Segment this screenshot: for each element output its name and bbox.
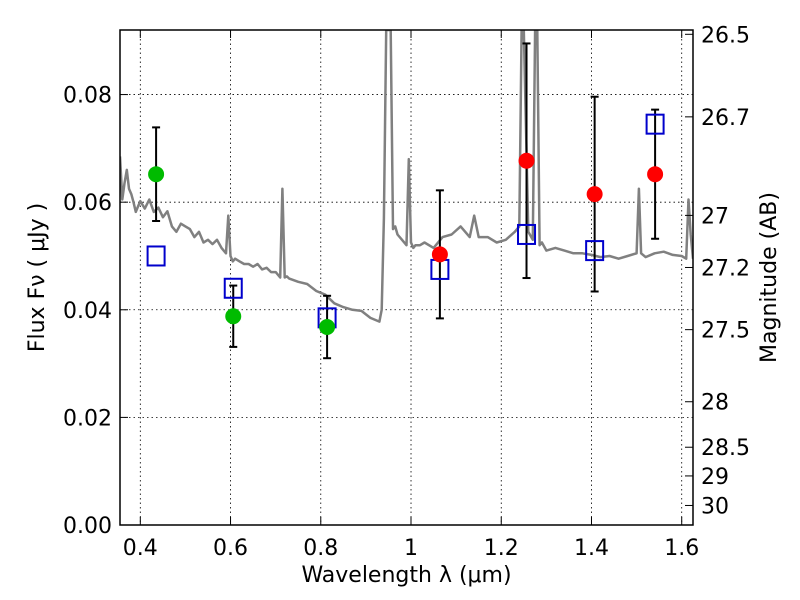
data-point-observed-optical: [225, 308, 242, 325]
y-tick-label: 0.00: [63, 514, 112, 539]
model-photometry-square: [585, 240, 605, 262]
y-axis-label: Flux Fν ( μJy ): [25, 203, 50, 352]
y2-tick-label: 27.5: [701, 319, 750, 344]
x-tick-label: 0.4: [123, 536, 158, 561]
y-tick-label: 0.06: [63, 191, 112, 216]
right-y-axis-label: Magnitude (AB): [757, 192, 782, 363]
ticks: 0.4 0.6 0.8 1 1.2 1.4 1.6 0.00 0.02 0.04 0.06 0.08 2…: [63, 23, 750, 561]
x-tick-label: 0.8: [303, 536, 338, 561]
y-tick-label: 0.08: [63, 84, 112, 109]
model-photometry-square: [146, 245, 166, 267]
data-point-observed-nir: [431, 246, 448, 263]
data-point-observed-nir: [586, 186, 603, 203]
x-axis-label: Wavelength λ (μm): [301, 563, 511, 588]
grid: [120, 30, 693, 525]
x-tick-label: 0.6: [213, 536, 248, 561]
y2-tick-label: 26.5: [701, 23, 750, 48]
x-tick-label: 1: [404, 536, 418, 561]
model-photometry-square: [517, 223, 537, 245]
model-spectrum-layer: [120, 30, 693, 323]
y-tick-label: 0.02: [63, 406, 112, 431]
data-points-layer: [146, 42, 665, 360]
data-point-observed-nir: [518, 152, 535, 169]
data-point-observed-optical: [319, 319, 336, 335]
x-tick-label: 1.2: [484, 536, 519, 561]
model-spectrum-line: [120, 30, 693, 323]
data-point-observed-nir: [647, 166, 664, 183]
y-tick-label: 0.04: [63, 299, 112, 324]
y2-tick-label: 29: [701, 465, 729, 490]
x-tick-label: 1.6: [664, 536, 699, 561]
y2-tick-label: 28: [701, 391, 729, 416]
data-point-observed-optical: [148, 166, 165, 183]
model-photometry-square: [223, 277, 243, 299]
y2-tick-label: 26.7: [701, 106, 750, 131]
model-photometry-square: [645, 113, 665, 135]
x-tick-label: 1.4: [574, 536, 609, 561]
plot-frame: [119, 29, 694, 526]
y2-tick-label: 30: [701, 494, 729, 519]
y2-tick-label: 27: [701, 204, 729, 229]
y2-tick-label: 28.5: [701, 436, 750, 461]
y2-tick-label: 27.2: [701, 256, 750, 281]
